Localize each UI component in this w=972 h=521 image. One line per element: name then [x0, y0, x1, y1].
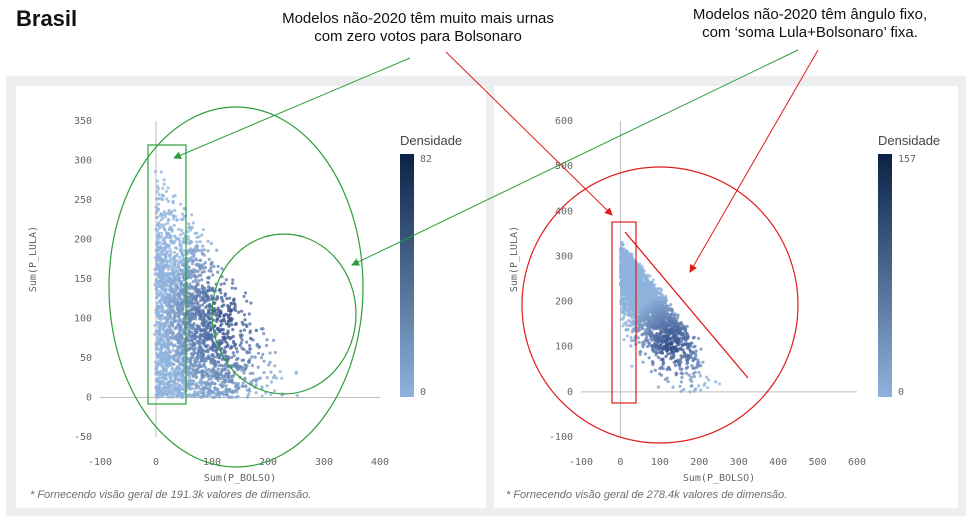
left-annotation-line: Modelos não-2020 têm muito mais urnas co…: [282, 10, 554, 45]
annotation-arrow-red-1: [445, 51, 613, 216]
y-tick-label: 100: [74, 314, 92, 325]
annotation-arrow-red-2: [689, 49, 819, 273]
x-axis-label: Sum(P_BOLSO): [683, 473, 755, 484]
legend-color-bar: [400, 154, 414, 397]
x-tick-label: 500: [809, 457, 827, 468]
legend-max-label: 82: [420, 154, 432, 165]
legend-title: Densidade: [400, 133, 462, 148]
y-tick-label: -100: [549, 432, 573, 443]
footnote-left: * Fornecendo visão geral de 191.3k valor…: [30, 489, 312, 501]
annotation-ellipse-inner: [211, 233, 357, 395]
x-axis-label: Sum(P_BOLSO): [204, 473, 276, 484]
annotation-fixed-sum-line: [624, 231, 749, 379]
y-tick-label: 100: [555, 342, 573, 353]
x-tick-label: 0: [617, 457, 623, 468]
y-tick-label: 300: [74, 156, 92, 167]
y-tick-label: 500: [555, 161, 573, 172]
x-tick-label: 100: [651, 457, 669, 468]
x-tick-label: 200: [690, 457, 708, 468]
right-annotation-line: Modelos não-2020 têm ângulo fixo, com ‘s…: [692, 6, 928, 41]
x-tick-label: 600: [848, 457, 866, 468]
y-tick-label: 250: [74, 195, 92, 206]
y-tick-label: 300: [555, 251, 573, 262]
y-tick-label: 0: [567, 387, 573, 398]
x-tick-label: 300: [315, 457, 333, 468]
x-tick-label: -100: [88, 457, 112, 468]
y-tick-label: 200: [555, 297, 573, 308]
annotation-circle-red: [521, 166, 799, 444]
x-tick-label: 400: [769, 457, 787, 468]
y-tick-label: 200: [74, 235, 92, 246]
y-tick-label: 0: [86, 393, 92, 404]
annotation-box-zero-bolsonaro: [147, 144, 187, 405]
x-tick-label: 400: [371, 457, 389, 468]
legend-color-bar: [878, 154, 892, 397]
annotation-ellipse-outer: [108, 106, 364, 468]
right-annotation-text: Modelos não-2020 têm ângulo fixo, com ‘s…: [660, 6, 960, 42]
legend-max-label: 157: [898, 154, 916, 165]
y-tick-label: -50: [74, 432, 92, 443]
page-title: Brasil: [16, 6, 78, 31]
y-tick-label: 50: [80, 353, 92, 364]
annotation-arrow-green-2: [351, 49, 799, 266]
density-cloud: [153, 169, 299, 400]
x-tick-label: 200: [259, 457, 277, 468]
legend-min-label: 0: [420, 387, 426, 398]
y-tick-label: 600: [555, 116, 573, 127]
y-tick-label: 350: [74, 116, 92, 127]
y-axis-label: Sum(P_LULA): [28, 226, 39, 292]
x-tick-label: 100: [203, 457, 221, 468]
annotation-arrow-green-1: [173, 57, 411, 159]
annotation-box-red: [611, 221, 637, 404]
left-annotation-text: Modelos não-2020 têm muito mais urnas co…: [238, 10, 598, 46]
y-tick-label: 150: [74, 274, 92, 285]
x-tick-label: 300: [730, 457, 748, 468]
footnote-right: * Fornecendo visão geral de 278.4k valor…: [506, 489, 788, 501]
legend-title: Densidade: [878, 133, 940, 148]
legend-min-label: 0: [898, 387, 904, 398]
y-tick-label: 400: [555, 206, 573, 217]
x-tick-label: 0: [153, 457, 159, 468]
y-axis-label: Sum(P_LULA): [509, 226, 520, 292]
x-tick-label: -100: [569, 457, 593, 468]
